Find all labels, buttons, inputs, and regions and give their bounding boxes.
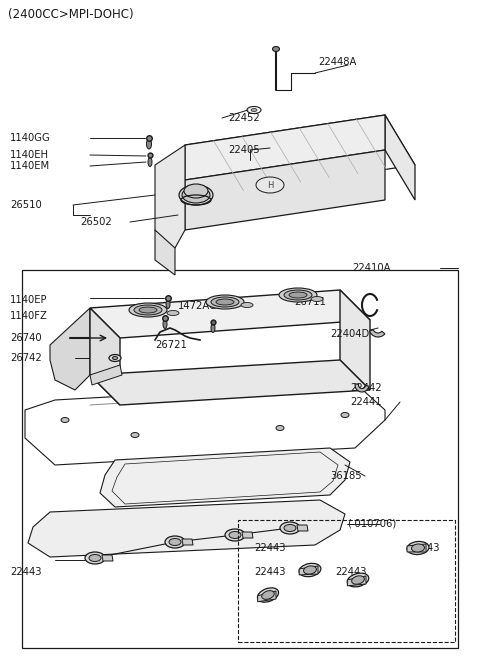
Ellipse shape — [411, 544, 424, 552]
Ellipse shape — [89, 554, 101, 562]
Ellipse shape — [129, 303, 167, 317]
Ellipse shape — [148, 158, 152, 166]
Polygon shape — [182, 539, 193, 545]
Polygon shape — [185, 115, 385, 180]
Text: 26510: 26510 — [10, 200, 42, 210]
Ellipse shape — [229, 532, 241, 538]
Polygon shape — [90, 308, 120, 405]
Polygon shape — [90, 360, 370, 405]
Polygon shape — [185, 115, 415, 195]
Polygon shape — [50, 308, 90, 390]
Ellipse shape — [166, 299, 170, 309]
Text: 1472AG: 1472AG — [178, 301, 218, 311]
Ellipse shape — [407, 542, 429, 554]
Polygon shape — [258, 591, 276, 602]
Ellipse shape — [182, 187, 210, 203]
Ellipse shape — [184, 184, 208, 198]
Ellipse shape — [146, 139, 152, 149]
Text: 22404D: 22404D — [330, 329, 369, 339]
Text: 1140EH: 1140EH — [10, 150, 49, 160]
Ellipse shape — [225, 529, 245, 541]
Text: 22442: 22442 — [350, 383, 382, 393]
Text: 22443: 22443 — [254, 567, 286, 577]
Text: (-010706): (-010706) — [347, 519, 396, 529]
Ellipse shape — [241, 303, 253, 307]
Ellipse shape — [311, 297, 323, 301]
Ellipse shape — [299, 563, 321, 576]
Ellipse shape — [262, 591, 274, 599]
Polygon shape — [90, 365, 122, 385]
Ellipse shape — [257, 588, 278, 602]
Ellipse shape — [85, 552, 105, 564]
Ellipse shape — [112, 357, 118, 359]
Polygon shape — [28, 500, 345, 557]
Wedge shape — [370, 330, 385, 337]
Ellipse shape — [165, 536, 185, 548]
Ellipse shape — [134, 305, 162, 315]
Ellipse shape — [211, 297, 239, 307]
Text: 22443: 22443 — [10, 567, 41, 577]
Ellipse shape — [139, 307, 157, 313]
Text: 22443: 22443 — [408, 543, 440, 553]
Polygon shape — [340, 290, 370, 390]
Polygon shape — [385, 115, 415, 200]
Polygon shape — [90, 290, 370, 338]
Ellipse shape — [216, 299, 234, 305]
Text: H: H — [267, 180, 273, 190]
Polygon shape — [242, 532, 253, 538]
Text: 22441: 22441 — [350, 397, 382, 407]
Text: 22405: 22405 — [228, 145, 260, 155]
Text: 1140EM: 1140EM — [10, 161, 50, 171]
Ellipse shape — [179, 185, 213, 205]
Ellipse shape — [280, 522, 300, 534]
Ellipse shape — [284, 290, 312, 300]
Ellipse shape — [206, 295, 244, 309]
Text: 26711: 26711 — [294, 297, 326, 307]
Ellipse shape — [251, 108, 257, 112]
Ellipse shape — [256, 177, 284, 193]
Ellipse shape — [109, 355, 121, 361]
Text: 22443: 22443 — [254, 543, 286, 553]
Text: 36185: 36185 — [330, 471, 361, 481]
Polygon shape — [100, 448, 350, 507]
Text: 26502: 26502 — [80, 217, 112, 227]
Ellipse shape — [347, 573, 369, 587]
Ellipse shape — [289, 292, 307, 298]
Polygon shape — [102, 555, 113, 561]
Text: 26721: 26721 — [155, 340, 187, 350]
Text: 1140EP: 1140EP — [10, 295, 48, 305]
Ellipse shape — [303, 566, 316, 574]
Text: 1140FZ: 1140FZ — [10, 311, 48, 321]
Text: 1140GG: 1140GG — [10, 133, 51, 143]
Ellipse shape — [352, 576, 364, 584]
Polygon shape — [155, 145, 185, 248]
Ellipse shape — [284, 524, 296, 532]
Polygon shape — [348, 576, 366, 586]
Text: 22448A: 22448A — [318, 57, 356, 67]
Polygon shape — [155, 230, 175, 275]
Ellipse shape — [163, 319, 167, 329]
Ellipse shape — [341, 413, 349, 418]
Ellipse shape — [131, 432, 139, 438]
Ellipse shape — [169, 538, 181, 546]
Ellipse shape — [276, 426, 284, 430]
Polygon shape — [185, 150, 385, 230]
Ellipse shape — [61, 418, 69, 422]
Polygon shape — [297, 525, 308, 531]
Bar — [22, 270, 458, 648]
Text: 26742: 26742 — [10, 353, 42, 363]
Text: 22410A: 22410A — [352, 263, 391, 273]
Bar — [238, 520, 455, 642]
Ellipse shape — [279, 288, 317, 302]
Polygon shape — [299, 566, 318, 575]
Polygon shape — [407, 544, 426, 552]
Ellipse shape — [211, 323, 215, 333]
Text: 22443: 22443 — [335, 567, 367, 577]
Ellipse shape — [167, 311, 179, 315]
Text: 22452: 22452 — [228, 113, 260, 123]
Text: (2400CC>MPI-DOHC): (2400CC>MPI-DOHC) — [8, 7, 133, 21]
Text: 26740: 26740 — [10, 333, 42, 343]
Ellipse shape — [273, 47, 279, 51]
Wedge shape — [355, 384, 369, 392]
